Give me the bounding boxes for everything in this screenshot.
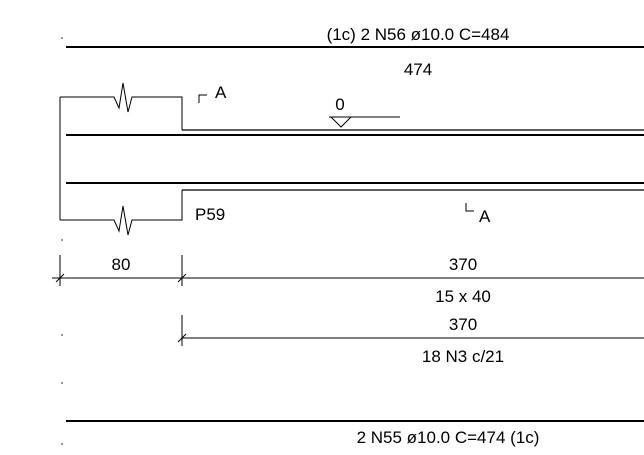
lower-break-line bbox=[60, 190, 183, 236]
top-bar-label: (1c) 2 N56 ø10.0 C=484 bbox=[327, 25, 510, 44]
margin-dot bbox=[61, 382, 63, 384]
section-mark-top-icon bbox=[198, 94, 207, 103]
stirrup-length-dim: 370 bbox=[449, 315, 477, 334]
margin-dot bbox=[61, 37, 63, 39]
support-width-dim: 80 bbox=[112, 255, 131, 274]
bottom-bar-label: 2 N55 ø10.0 C=474 (1c) bbox=[357, 428, 540, 447]
upper-break-line bbox=[60, 82, 183, 130]
top-bar-length: 474 bbox=[404, 60, 432, 79]
span-length-dim: 370 bbox=[449, 255, 477, 274]
margin-dot bbox=[61, 334, 63, 336]
section-mark-bottom-icon bbox=[465, 203, 474, 212]
margin-dot bbox=[61, 443, 63, 445]
section-mark-bottom-label: A bbox=[479, 207, 491, 226]
pillar-label: P59 bbox=[195, 205, 225, 224]
level-triangle-icon bbox=[329, 116, 353, 128]
section-mark-top-label: A bbox=[215, 83, 227, 102]
level-value: 0 bbox=[335, 95, 344, 114]
stirrups-spec: 18 N3 c/21 bbox=[422, 347, 504, 366]
margin-dot bbox=[61, 239, 63, 241]
section-size: 15 x 40 bbox=[435, 287, 491, 306]
